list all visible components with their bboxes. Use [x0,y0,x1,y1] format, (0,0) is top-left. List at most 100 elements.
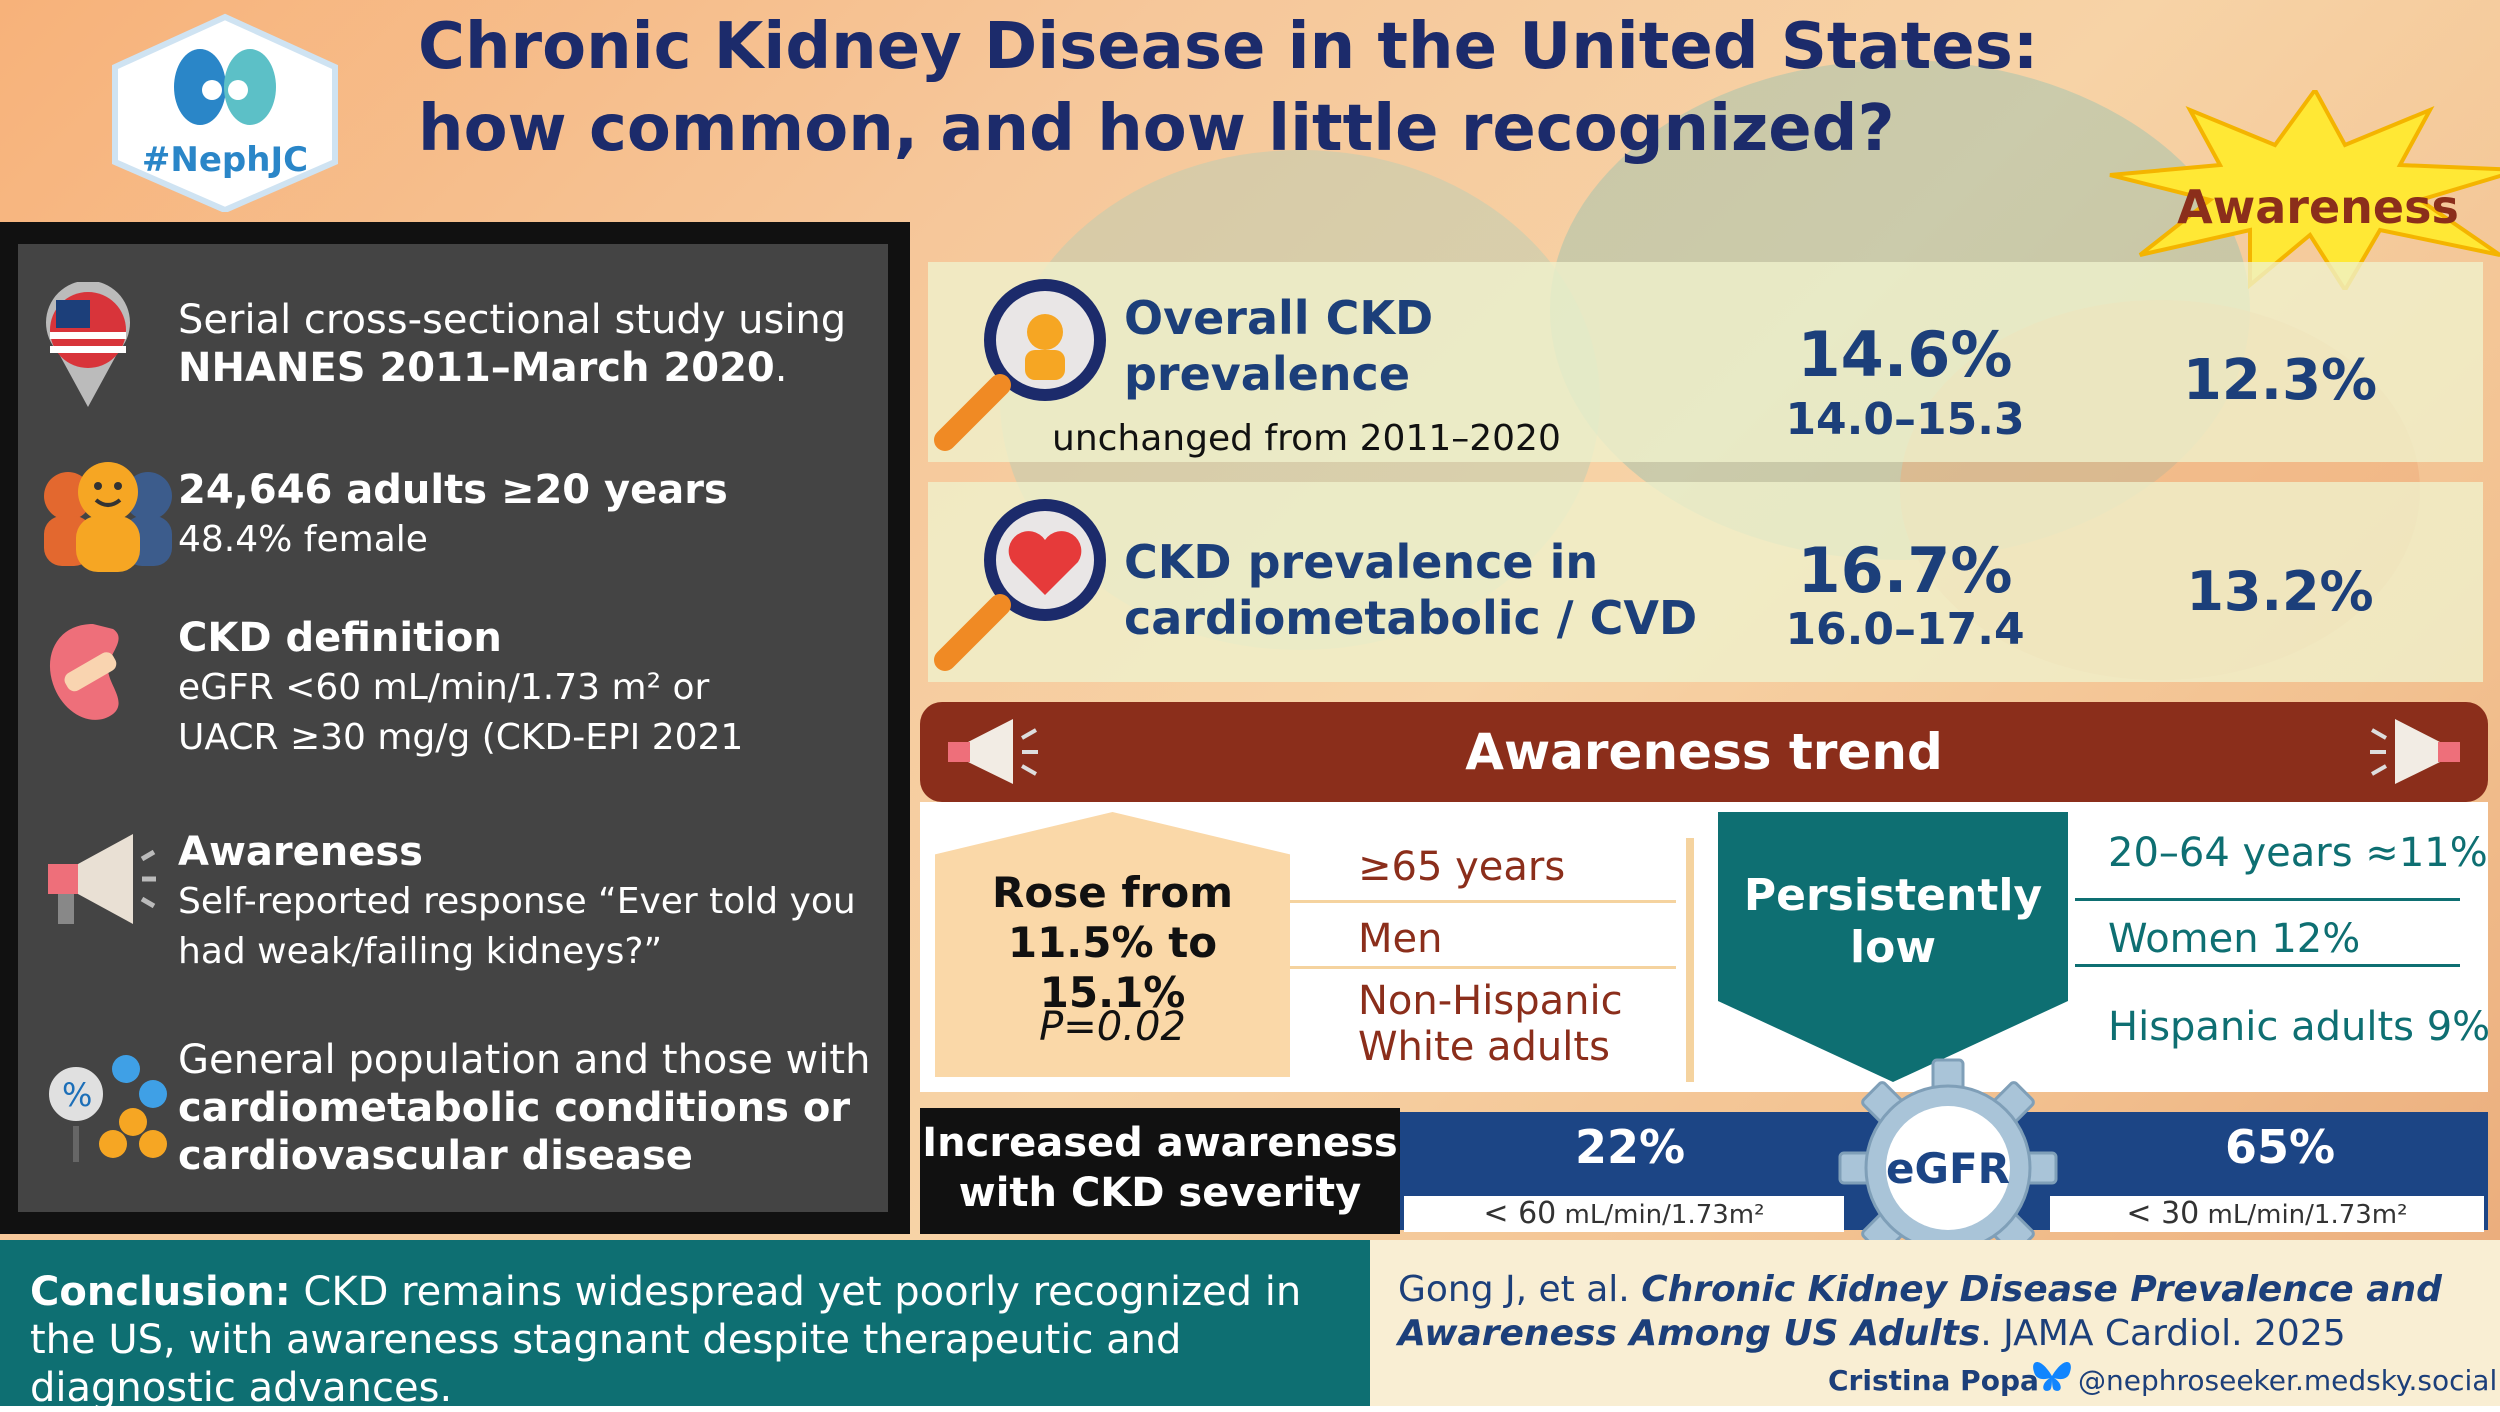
rose-group-item: Men [1358,916,1443,962]
severity-line1: Increased awareness [922,1120,1398,1166]
cardio-prevalence-value: 16.7% [1797,534,2013,607]
conclusion-text: Conclusion: CKD remains widespread yet p… [30,1268,1360,1412]
overall-prevalence-value: 14.6% [1797,318,2013,391]
ckd-def-title: CKD definition [178,615,502,661]
awareness-def-line2: had weak/failing kidneys?” [178,931,663,972]
groups-line1: General population and those with [178,1037,871,1083]
page-title: Chronic Kidney Disease in the United Sta… [418,10,2039,166]
severity-left-value: 22% [1574,1120,1686,1174]
awareness-def-title: Awareness [178,829,423,875]
persistently-low-text: Persistently low [1718,870,2068,974]
rose-text: Rose from 11.5% to 15.1% [935,868,1290,1018]
overall-note: unchanged from 2011–2020 [1052,418,1561,459]
cardio-label: CKD prevalence in cardiometabolic / CVD [1124,534,1697,646]
rose-group-item: Non-Hispanic [1358,978,1623,1024]
rose-group-item: ≥65 years [1358,844,1566,890]
design-line2: NHANES 2011–March 2020 [178,345,775,391]
citation-authors: Gong J, et al. [1398,1269,1630,1310]
kidney-icon [49,624,119,720]
megaphone-icon [48,834,156,924]
awareness-definition: Awareness Self-reported response “Ever t… [178,828,856,976]
magnifier-person-icon [934,279,1106,451]
egfr-gear-icon [1838,1058,2058,1278]
groups-bold1: cardiometabolic conditions or [178,1085,851,1131]
logo-text: #NephJC [141,140,309,180]
nephjc-logo: #NephJC [100,12,350,214]
severity-line2: with CKD severity [958,1170,1362,1216]
severity-right-value: 65% [2224,1120,2336,1174]
study-design: Serial cross-sectional study using NHANE… [178,296,846,392]
conclusion-label: Conclusion: [30,1269,291,1315]
rose-group-item: White adults [1358,1024,1610,1070]
left-threshold: < 60 [1483,1196,1557,1231]
social-handle[interactable]: @nephroseeker.medsky.social [2078,1364,2498,1397]
rose-line1: Rose from [992,868,1233,917]
awareness-def-line1: Self-reported response “Ever told you [178,881,856,922]
study-groups: General population and those with cardio… [178,1036,870,1180]
groups-bold2: cardiovascular disease [178,1133,693,1179]
megaphone-right-icon [2370,719,2460,784]
population-groups-icon: % [43,1055,167,1162]
persist-line2: low [1850,922,1936,973]
design-line1: Serial cross-sectional study using [178,297,847,343]
study-panel-inner: Serial cross-sectional study using NHANE… [18,244,888,1212]
severity-left-threshold: < 60 mL/min/1.73m² [1404,1196,1844,1232]
severity-label: Increased awareness with CKD severity [920,1118,1400,1218]
overall-label-line1: Overall CKD [1124,291,1434,345]
awareness-starburst-icon [2109,90,2500,290]
divider [1290,966,1676,969]
overall-prevalence-panel [928,262,2483,462]
cardio-awareness-value: 13.2% [2186,560,2374,623]
cardio-label-line1: CKD prevalence in [1124,535,1599,589]
divider [1686,838,1694,1082]
author-name: Cristina Popa [1828,1364,2039,1397]
citation-panel: Gong J, et al. Chronic Kidney Disease Pr… [1370,1240,2500,1406]
severity-label-box: Increased awareness with CKD severity [920,1108,1400,1234]
us-flag-pin-icon [46,282,130,407]
awareness-trend-header: Awareness trend [920,702,2488,802]
cardio-prevalence-ci: 16.0–17.4 [1785,604,2025,655]
cardio-label-line2: cardiometabolic / CVD [1124,591,1698,645]
divider [1290,900,1676,903]
awareness-trend-title: Awareness trend [1465,723,1943,781]
design-tail: . [774,345,788,391]
magnifier-heart-icon [934,499,1106,671]
left-unit: mL/min/1.73m² [1564,1200,1765,1230]
low-group-item: Hispanic adults 9% [2108,1004,2491,1050]
divider [2075,898,2460,901]
svg-text:%: % [62,1076,92,1114]
severity-right-threshold: < 30 mL/min/1.73m² [2050,1196,2484,1232]
megaphone-left-icon [948,719,1038,784]
butterfly-icon [2033,1362,2071,1391]
right-threshold: < 30 [2126,1196,2200,1231]
study-panel: Serial cross-sectional study using NHANE… [0,222,910,1234]
ckd-definition: CKD definition eGFR <60 mL/min/1.73 m² o… [178,614,743,762]
ckd-def-line2: UACR ≥30 mg/g (CKD-EPI 2021 [178,717,744,758]
overall-label: Overall CKD prevalence [1124,290,1433,402]
low-group-item: 20–64 years ≈11% [2108,830,2488,876]
ckd-def-line1: eGFR <60 mL/min/1.73 m² or [178,667,710,708]
people-icon [44,462,172,572]
egfr-label: eGFR [1886,1144,2010,1193]
citation-text: Gong J, et al. Chronic Kidney Disease Pr… [1398,1268,2488,1356]
awareness-column-header: Awareness [2177,180,2459,234]
rose-p-value: P=0.02 [1039,1004,1186,1050]
right-unit: mL/min/1.73m² [2207,1200,2408,1230]
low-group-item: Women 12% [2108,916,2361,962]
cardio-prevalence-panel [928,482,2483,682]
conclusion-body: CKD remains widespread yet poorly recogn… [30,1269,1302,1411]
citation-journal: . JAMA Cardiol. 2025 [1980,1313,2346,1354]
persist-line1: Persistently [1743,870,2043,921]
logo-hexagon-icon [112,13,338,214]
population-count: 24,646 adults ≥20 years [178,467,728,513]
conclusion-panel: Conclusion: CKD remains widespread yet p… [0,1240,1370,1411]
rose-line2: 11.5% to 15.1% [1007,918,1218,1017]
citation-title: Chronic Kidney Disease Prevalence and Aw… [1398,1269,2442,1354]
overall-awareness-value: 12.3% [2182,348,2378,413]
rose-badge [935,812,1290,1077]
divider [2075,964,2460,967]
population-female: 48.4% female [178,519,428,560]
overall-prevalence-ci: 14.0–15.3 [1785,394,2025,445]
study-population: 24,646 adults ≥20 years 48.4% female [178,466,728,564]
overall-label-line2: prevalence [1124,347,1411,401]
